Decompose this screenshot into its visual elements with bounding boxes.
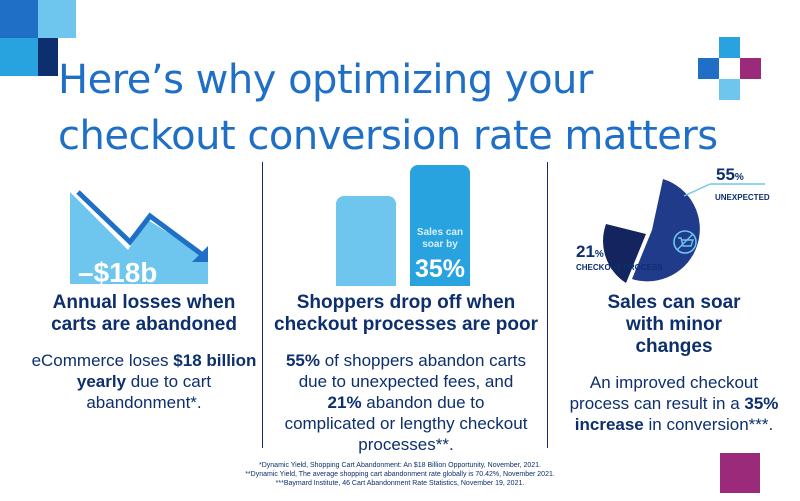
- losses-heading: Annual losses when carts are abandoned: [51, 292, 237, 335]
- panel-losses: Annual losses when carts are abandoned e…: [30, 292, 258, 413]
- changes-body: An improved checkout process can result …: [569, 373, 779, 434]
- pie-slice-process: [603, 224, 646, 283]
- dropoff-body: 55% of shoppers abandon carts due to une…: [284, 351, 528, 454]
- fees-value: 55: [716, 165, 735, 184]
- decor-square: [0, 0, 38, 38]
- divider: [547, 162, 548, 448]
- bar-before: [336, 196, 396, 286]
- decor-square: [719, 37, 740, 58]
- decor-square: [38, 38, 58, 76]
- page-title: Here’s why optimizing your checkout conv…: [58, 57, 718, 159]
- changes-heading: Sales can soar with minor changes: [607, 292, 741, 357]
- losses-body: eCommerce loses $18 billion yearly due t…: [31, 351, 257, 412]
- process-label: CHECKOUT PROCESS: [576, 263, 663, 272]
- pie-slice-fees: [632, 179, 700, 282]
- bar-after-value: 35%: [414, 255, 466, 283]
- panel-changes: Sales can soar with minor changes An imp…: [558, 292, 790, 435]
- abandonment-pie-graphic: 55% UNEXPECTED FEES 21% CHECKOUT PROCESS: [576, 165, 770, 283]
- decor-square: [719, 79, 740, 100]
- footnote: *Dynamic Yield, Shopping Cart Abandonmen…: [259, 462, 541, 469]
- svg-text:55%: 55%: [716, 165, 744, 184]
- decor-square: [38, 0, 76, 38]
- decor-square: [698, 58, 719, 79]
- footnote: ***Baymard Institute, 46 Cart Abandonmen…: [275, 480, 525, 487]
- divider: [262, 162, 263, 448]
- svg-text:21%: 21%: [576, 242, 604, 261]
- panel-dropoff: Shoppers drop off when checkout processe…: [272, 292, 540, 455]
- bar-after-label: Sales can soar by: [416, 227, 464, 250]
- decor-square: [720, 453, 760, 493]
- bar-after: Sales can soar by 35%: [410, 165, 470, 286]
- decor-square: [740, 58, 761, 79]
- dropoff-heading: Shoppers drop off when checkout processe…: [274, 292, 538, 335]
- footnote: **Dynamic Yield, The average shopping ca…: [245, 471, 555, 478]
- fees-label: UNEXPECTED FEES: [715, 193, 770, 202]
- decor-square: [0, 38, 38, 76]
- declining-losses-graphic: –$18b: [70, 190, 208, 288]
- process-value: 21: [576, 242, 595, 261]
- decor-square: [719, 58, 740, 79]
- shopping-cart-icon: [673, 230, 697, 254]
- losses-graphic-label: –$18b: [78, 257, 157, 288]
- footnotes: *Dynamic Yield, Shopping Cart Abandonmen…: [150, 461, 650, 488]
